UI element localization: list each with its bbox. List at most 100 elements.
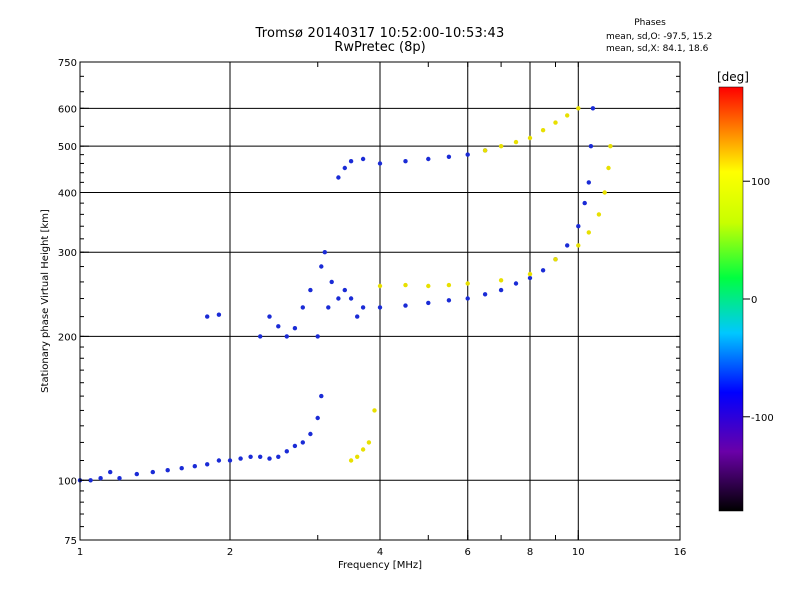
grid: [80, 62, 680, 540]
data-point: [582, 200, 587, 206]
data-point: [586, 180, 591, 185]
data-point: [267, 456, 272, 461]
data-point: [360, 156, 366, 162]
y-tick-label: 500: [58, 142, 77, 153]
data-point: [342, 165, 347, 171]
data-point: [377, 161, 383, 166]
data-point: [258, 454, 263, 459]
data-point: [540, 268, 546, 273]
data-point: [377, 283, 383, 289]
data-point: [284, 334, 289, 339]
data-point: [342, 287, 347, 293]
data-point: [205, 314, 210, 319]
data-point: [553, 257, 558, 262]
data-point: [403, 282, 408, 288]
colorbar-tick-label: 100: [751, 177, 770, 188]
x-tick-label: 4: [377, 547, 383, 558]
data-point: [465, 281, 470, 286]
data-point: [366, 440, 372, 445]
data-point: [98, 476, 103, 481]
data-point: [216, 458, 222, 463]
data-point: [108, 469, 113, 475]
x-axis: 1 2 4 6 8 10 16: [77, 62, 687, 558]
data-point: [308, 287, 313, 293]
y-tick-label: 300: [58, 248, 77, 259]
data-point: [292, 326, 298, 331]
x-tick-label: 6: [465, 547, 471, 558]
data-point: [576, 106, 581, 111]
data-point: [588, 144, 594, 149]
data-point: [355, 314, 360, 319]
data-point: [426, 300, 431, 306]
data-point: [527, 135, 533, 141]
x-tick-label: 2: [227, 547, 233, 558]
data-point: [527, 271, 533, 277]
colorbar-tick-label: 0: [751, 295, 757, 306]
x-tick-label: 16: [674, 547, 687, 558]
phases-x-stats: mean, sd,X: 84.1, 18.6: [606, 44, 709, 54]
data-point: [205, 462, 210, 467]
data-point: [300, 440, 305, 445]
data-point: [576, 224, 581, 229]
colorbar-tick-label: -100: [751, 413, 774, 424]
data-point: [426, 156, 431, 162]
x-tick-label: 1: [77, 547, 83, 558]
data-point: [216, 312, 222, 317]
data-point: [465, 296, 470, 301]
data-point: [360, 447, 366, 452]
data-point: [565, 113, 570, 118]
data-point: [403, 303, 408, 308]
data-point: [498, 287, 504, 293]
data-point: [322, 250, 327, 255]
data-point: [292, 443, 298, 449]
data-point: [348, 296, 354, 301]
data-point: [165, 468, 170, 473]
colorbar: [718, 86, 744, 512]
y-axis: 75 100 200 300 400 500 600 750: [58, 58, 680, 547]
data-point: [403, 159, 408, 164]
data-point: [360, 305, 366, 310]
data-point: [602, 190, 607, 195]
data-point: [446, 154, 452, 159]
colorbar-ticks: 100 0 -100: [743, 177, 774, 424]
data-point: [498, 144, 504, 149]
y-tick-label: 75: [64, 536, 77, 547]
data-point: [179, 466, 184, 471]
data-points: [77, 106, 613, 483]
data-point: [329, 279, 334, 285]
data-point: [498, 278, 504, 283]
data-point: [319, 393, 324, 399]
phases-o-stats: mean, sd,O: -97.5, 15.2: [606, 32, 713, 42]
data-point: [348, 159, 354, 164]
phases-title: Phases: [634, 18, 666, 28]
y-tick-label: 100: [58, 476, 77, 487]
data-point: [576, 243, 581, 248]
data-point: [150, 469, 155, 475]
x-tick-label: 8: [527, 547, 533, 558]
data-point: [248, 454, 253, 459]
data-point: [596, 212, 602, 217]
data-point: [606, 165, 611, 171]
data-point: [372, 408, 377, 413]
data-point: [446, 282, 452, 288]
colorbar-unit: [deg]: [717, 70, 749, 84]
data-point: [284, 449, 289, 454]
data-point: [117, 476, 122, 481]
data-point: [446, 298, 452, 303]
data-point: [300, 305, 305, 310]
data-point: [88, 478, 93, 483]
data-point: [336, 296, 341, 301]
data-point: [308, 431, 313, 437]
data-point: [319, 264, 324, 269]
data-point: [238, 456, 243, 461]
data-point: [426, 283, 431, 289]
data-point: [540, 128, 546, 133]
data-point: [465, 152, 470, 157]
data-point: [377, 305, 383, 310]
data-point: [192, 464, 197, 469]
data-point: [326, 305, 331, 310]
data-point: [348, 458, 354, 463]
data-point: [565, 243, 570, 248]
data-point: [276, 324, 281, 329]
